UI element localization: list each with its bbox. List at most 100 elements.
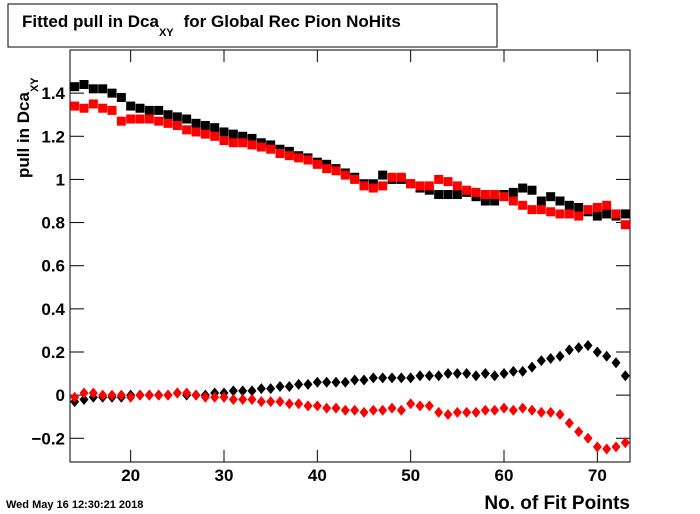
square-marker <box>144 114 154 124</box>
square-marker <box>107 105 117 115</box>
square-marker <box>182 114 192 124</box>
diamond-marker <box>284 398 294 410</box>
diamond-marker <box>266 383 276 395</box>
diamond-marker <box>79 387 89 399</box>
diamond-marker <box>303 378 313 390</box>
square-marker <box>452 181 462 191</box>
square-marker <box>116 116 126 126</box>
square-marker <box>602 200 612 210</box>
diamond-marker <box>172 387 182 399</box>
diamond-marker <box>79 393 89 405</box>
square-marker <box>238 138 248 148</box>
diamond-marker <box>471 406 481 418</box>
diamond-marker <box>611 441 621 453</box>
square-marker <box>79 80 89 90</box>
diamond-marker <box>294 378 304 390</box>
diamond-marker <box>368 404 378 416</box>
square-marker <box>79 103 89 113</box>
diamond-marker <box>583 432 593 444</box>
square-marker <box>210 123 220 133</box>
diamond-marker <box>462 406 472 418</box>
diamond-marker <box>116 389 126 401</box>
diamond-marker <box>546 406 556 418</box>
square-marker <box>434 174 444 184</box>
diamond-marker <box>163 389 173 401</box>
diamond-marker <box>462 368 472 380</box>
diamond-marker <box>527 361 537 373</box>
square-marker <box>312 159 322 169</box>
diamond-marker <box>396 372 406 384</box>
diamond-marker <box>546 352 556 364</box>
square-marker <box>238 131 248 141</box>
diamond-marker <box>443 368 453 380</box>
y-axis-label: pull in DcaXY <box>14 77 41 178</box>
diamond-marker <box>322 402 332 414</box>
square-marker <box>135 114 145 124</box>
square-marker <box>611 209 621 219</box>
square-marker <box>527 185 537 195</box>
diamond-marker <box>191 389 201 401</box>
diamond-marker <box>238 385 248 397</box>
square-marker <box>191 118 201 128</box>
diamond-marker <box>620 437 630 449</box>
diamond-marker <box>583 340 593 352</box>
square-marker <box>98 84 108 94</box>
diamond-marker <box>340 404 350 416</box>
diamond-marker <box>508 404 518 416</box>
x-axis-label: No. of Fit Points <box>484 493 630 514</box>
diamond-marker <box>331 376 341 388</box>
diamond-marker <box>452 406 462 418</box>
square-marker <box>518 183 528 193</box>
diamond-marker <box>415 370 425 382</box>
title-main: Fitted pull in Dca <box>22 12 159 31</box>
x-tick-label: 50 <box>401 466 420 485</box>
square-marker <box>88 99 98 109</box>
square-marker <box>247 133 257 143</box>
square-marker <box>490 190 500 200</box>
square-marker <box>536 205 546 215</box>
diamond-marker <box>527 404 537 416</box>
diamond-marker <box>424 400 434 412</box>
square-marker <box>266 144 276 154</box>
square-marker <box>546 192 556 202</box>
diamond-marker <box>98 389 108 401</box>
square-marker <box>387 172 397 182</box>
square-marker <box>518 200 528 210</box>
square-marker <box>228 129 238 139</box>
square-marker <box>163 118 173 128</box>
square-marker <box>135 103 145 113</box>
square-marker <box>508 196 518 206</box>
diamond-marker <box>536 355 546 367</box>
square-marker <box>368 183 378 193</box>
square-marker <box>564 209 574 219</box>
square-marker <box>200 129 210 139</box>
timestamp: Wed May 16 12:30:21 2018 <box>6 499 143 511</box>
square-marker <box>154 116 164 126</box>
diamond-marker <box>359 406 369 418</box>
square-marker <box>350 174 360 184</box>
diamond-marker <box>284 381 294 393</box>
diamond-marker <box>266 396 276 408</box>
diamond-marker <box>368 372 378 384</box>
square-marker <box>275 149 285 159</box>
diamond-marker <box>238 393 248 405</box>
y-tick-label: 0 <box>56 386 65 405</box>
square-marker <box>480 190 490 200</box>
diamond-marker <box>350 374 360 386</box>
square-marker <box>396 172 406 182</box>
x-tick-label: 70 <box>588 466 607 485</box>
square-marker <box>70 82 80 92</box>
diamond-marker <box>406 398 416 410</box>
square-marker <box>508 187 518 197</box>
y-tick-label: 1 <box>56 170 65 189</box>
square-marker <box>154 105 164 115</box>
y-tick-label: −0.2 <box>31 429 65 448</box>
diamond-marker <box>490 370 500 382</box>
square-marker <box>70 101 80 111</box>
square-marker <box>191 127 201 137</box>
diamond-marker <box>228 385 238 397</box>
title-rest: for Global Rec Pion NoHits <box>184 12 401 31</box>
square-marker <box>452 190 462 200</box>
diamond-marker <box>275 396 285 408</box>
